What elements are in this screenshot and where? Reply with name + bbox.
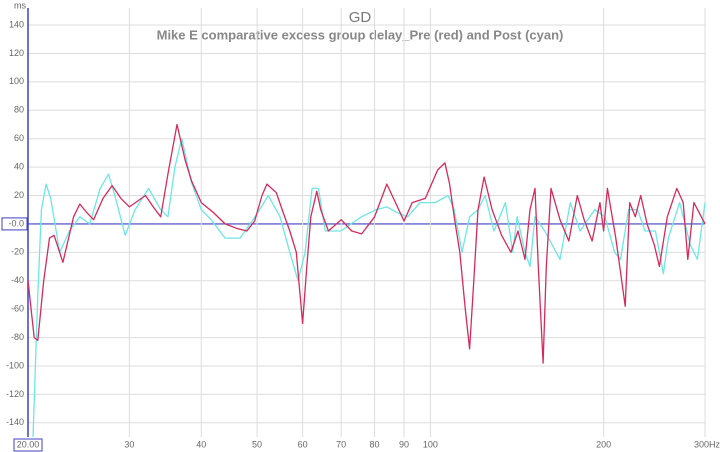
label-box [13,438,43,452]
x-tick-label: 50 [252,439,262,449]
x-tick-label: 80 [370,439,380,449]
y-axis-label: ms [14,0,26,10]
y-tick-label: -120 [6,389,24,399]
x-tick-label: 40 [196,439,206,449]
y-tick-label: -20 [11,247,24,257]
y-tick-label: 60 [14,133,24,143]
x-tick-label: 30 [124,439,134,449]
y-tick-label: 120 [9,48,24,58]
y-tick-label: 80 [14,105,24,115]
x-tick-label: 90 [399,439,409,449]
x-tick-label: 70 [336,439,346,449]
x-tick-label: 20.00 [17,439,40,449]
y-tick-label: -100 [6,360,24,370]
x-tick-label: 100 [423,439,438,449]
chart-title: GD [349,9,372,26]
x-tick-label: 200 [596,439,611,449]
y-tick-label: -140 [6,417,24,427]
y-tick-label: 140 [9,19,24,29]
x-tick-label: 300Hz [694,439,720,449]
series-line [28,123,706,364]
y-tick-label: 100 [9,76,24,86]
y-tick-label: -40 [11,275,24,285]
chart-subtitle: Mike E comparative excess group delay_Pr… [157,27,564,42]
x-tick-label: 60 [298,439,308,449]
y-tick-label: -0.0 [8,218,24,228]
y-tick-label: -60 [11,304,24,314]
y-tick-label: -80 [11,332,24,342]
series-line [32,138,706,437]
y-tick-label: 40 [14,161,24,171]
y-tick-label: 20 [14,190,24,200]
label-box [1,217,28,231]
